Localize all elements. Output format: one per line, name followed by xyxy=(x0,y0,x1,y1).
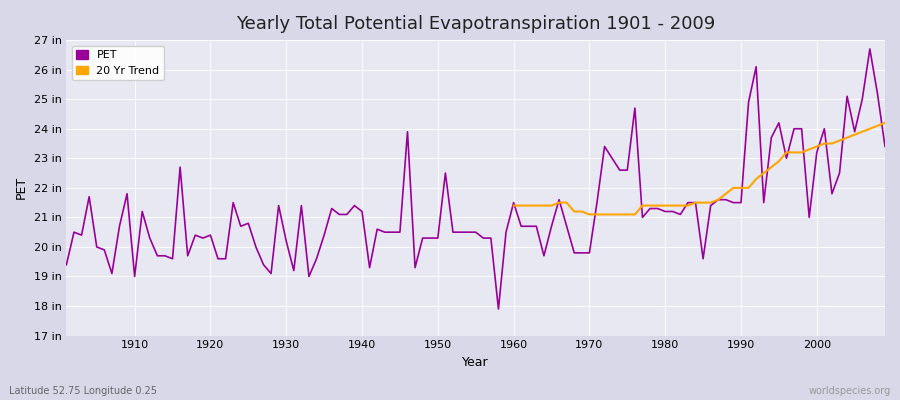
Text: worldspecies.org: worldspecies.org xyxy=(809,386,891,396)
X-axis label: Year: Year xyxy=(463,356,489,369)
Y-axis label: PET: PET xyxy=(15,176,28,200)
Text: Latitude 52.75 Longitude 0.25: Latitude 52.75 Longitude 0.25 xyxy=(9,386,157,396)
Legend: PET, 20 Yr Trend: PET, 20 Yr Trend xyxy=(72,46,164,80)
Title: Yearly Total Potential Evapotranspiration 1901 - 2009: Yearly Total Potential Evapotranspiratio… xyxy=(236,15,716,33)
